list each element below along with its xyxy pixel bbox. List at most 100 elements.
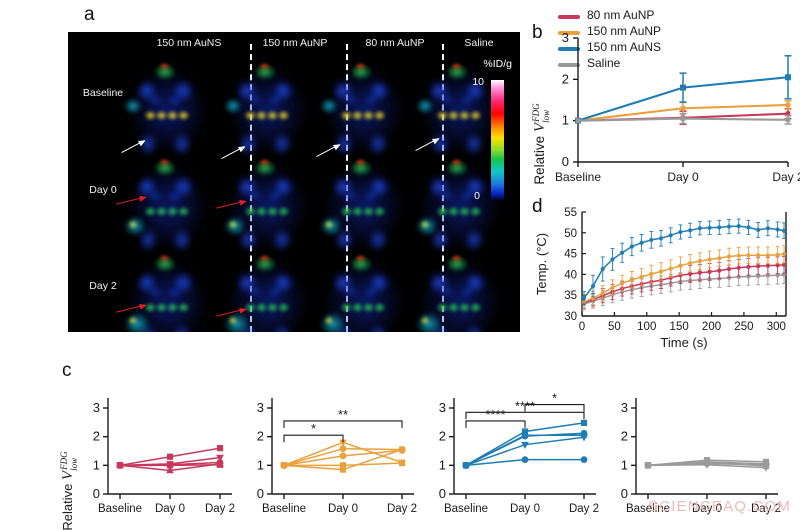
pet-signal-blob <box>155 302 168 313</box>
data-point-marker <box>339 452 347 460</box>
pet-signal-blob <box>469 110 482 121</box>
data-point-marker <box>688 228 693 233</box>
data-point-marker <box>746 253 751 258</box>
pet-signal-blob <box>469 206 482 217</box>
pet-signal-blob <box>268 286 282 298</box>
pet-signal-blob <box>259 158 270 167</box>
panel-d-lineplot: 30 35 40 45 50 55 0 50 100 150 200 250 300 Time (s) Te… <box>530 198 798 358</box>
pet-signal-blob <box>138 228 158 252</box>
pet-signal-blob <box>436 206 449 217</box>
pet-signal-blob <box>244 206 257 217</box>
data-point-marker <box>717 225 722 230</box>
data-point-marker <box>762 462 770 470</box>
pet-signal-blob <box>248 286 262 298</box>
data-point-marker <box>600 266 605 272</box>
pet-signal-blob <box>172 228 192 252</box>
y-tick-label: 2 <box>257 429 264 444</box>
y-tick-label: 35 <box>564 290 577 302</box>
data-point-marker <box>775 252 780 257</box>
pet-signal-blob <box>368 228 388 252</box>
data-point-marker <box>726 224 732 229</box>
data-point-marker <box>339 439 347 447</box>
colorbar-min-label: 0 <box>474 190 480 202</box>
pet-signal-blob <box>451 158 462 167</box>
data-point-marker <box>781 262 787 267</box>
x-tick-label: Day 0 <box>510 503 540 515</box>
x-tick-label: Day 2 <box>205 503 235 515</box>
x-tick-label: Day 0 <box>155 503 185 515</box>
y-tick-label: 1 <box>621 457 628 472</box>
data-point-marker <box>166 466 174 474</box>
data-point-marker <box>216 454 224 462</box>
data-point-marker <box>785 117 791 123</box>
x-tick-label: Baseline <box>444 503 488 515</box>
pet-signal-blob <box>259 62 270 71</box>
y-tick-label: 30 <box>564 311 577 323</box>
pet-signal-blob <box>436 110 449 121</box>
pet-column-label-saline: Saline <box>464 37 494 49</box>
y-tick-label: 0 <box>439 486 446 501</box>
data-point-marker <box>462 461 470 469</box>
pet-signal-blob <box>324 220 334 229</box>
significance-label-0: **** <box>485 407 505 422</box>
significance-bracket-1 <box>465 411 585 420</box>
pet-signal-blob <box>255 110 268 121</box>
data-point-marker <box>575 118 581 123</box>
pet-signal-blob <box>373 206 386 217</box>
pet-signal-blob <box>373 110 386 121</box>
y-tick-label: 2 <box>562 71 569 86</box>
data-point-marker <box>580 419 588 427</box>
legend-label: 80 nm AuNP <box>587 8 655 22</box>
pet-signal-blob <box>458 206 471 217</box>
significance-bracket-0 <box>465 420 526 428</box>
data-point-marker <box>756 273 761 279</box>
svg-text:Relative VlowFDG: Relative VlowFDG <box>531 103 551 185</box>
data-point-marker <box>521 441 529 449</box>
pet-signal-blob <box>368 132 388 156</box>
pet-signal-blob <box>277 110 290 121</box>
pet-signal-blob <box>266 110 279 121</box>
data-point-marker <box>166 462 174 469</box>
y-tick-label: 1 <box>562 113 569 128</box>
pet-signal-blob <box>351 206 364 217</box>
pet-signal-blob <box>148 94 162 106</box>
data-point-marker <box>639 240 644 245</box>
pet-signal-blob <box>460 190 474 202</box>
data-point-marker <box>781 272 787 277</box>
data-point-marker <box>610 285 615 290</box>
significance-label-2: * <box>552 391 557 406</box>
pet-signal-blob <box>266 206 279 217</box>
x-tick-label: Day 0 <box>328 503 358 515</box>
data-point-marker <box>398 459 406 467</box>
data-point-marker <box>600 291 605 296</box>
data-point-marker <box>339 462 347 469</box>
pet-signal-blob <box>228 220 238 229</box>
pet-signal-blob <box>451 254 462 263</box>
pet-signal-blob <box>248 190 262 202</box>
pet-signal-blob <box>436 302 449 313</box>
pet-signal-blob <box>334 132 354 156</box>
x-tick-label: Baseline <box>555 170 601 184</box>
data-point-marker <box>610 257 615 262</box>
pet-signal-blob <box>447 206 460 217</box>
pet-signal-blob <box>416 98 434 114</box>
pet-signal-blob <box>268 94 282 106</box>
svg-text:Relative VlowFDG: Relative VlowFDG <box>59 451 79 530</box>
pet-signal-blob <box>355 62 366 71</box>
pet-signal-blob <box>148 286 162 298</box>
pet-signal-blob <box>277 206 290 217</box>
pet-signal-blob <box>340 302 353 313</box>
y-tick-label: 3 <box>93 400 100 415</box>
pet-signal-blob <box>155 110 168 121</box>
data-point-marker <box>629 277 634 282</box>
data-point-marker <box>629 244 634 249</box>
pet-signal-blob <box>128 220 138 229</box>
series-line-80 nm AuNP <box>583 264 785 304</box>
data-point-marker <box>717 256 722 261</box>
pet-signal-blob <box>172 324 192 332</box>
x-tick-label: Day 2 <box>772 170 800 184</box>
legend-label: 150 nm AuNP <box>587 24 662 38</box>
data-point-marker <box>580 434 588 442</box>
x-tick-label: 150 <box>670 321 689 333</box>
x-tick-label: 0 <box>579 321 585 333</box>
